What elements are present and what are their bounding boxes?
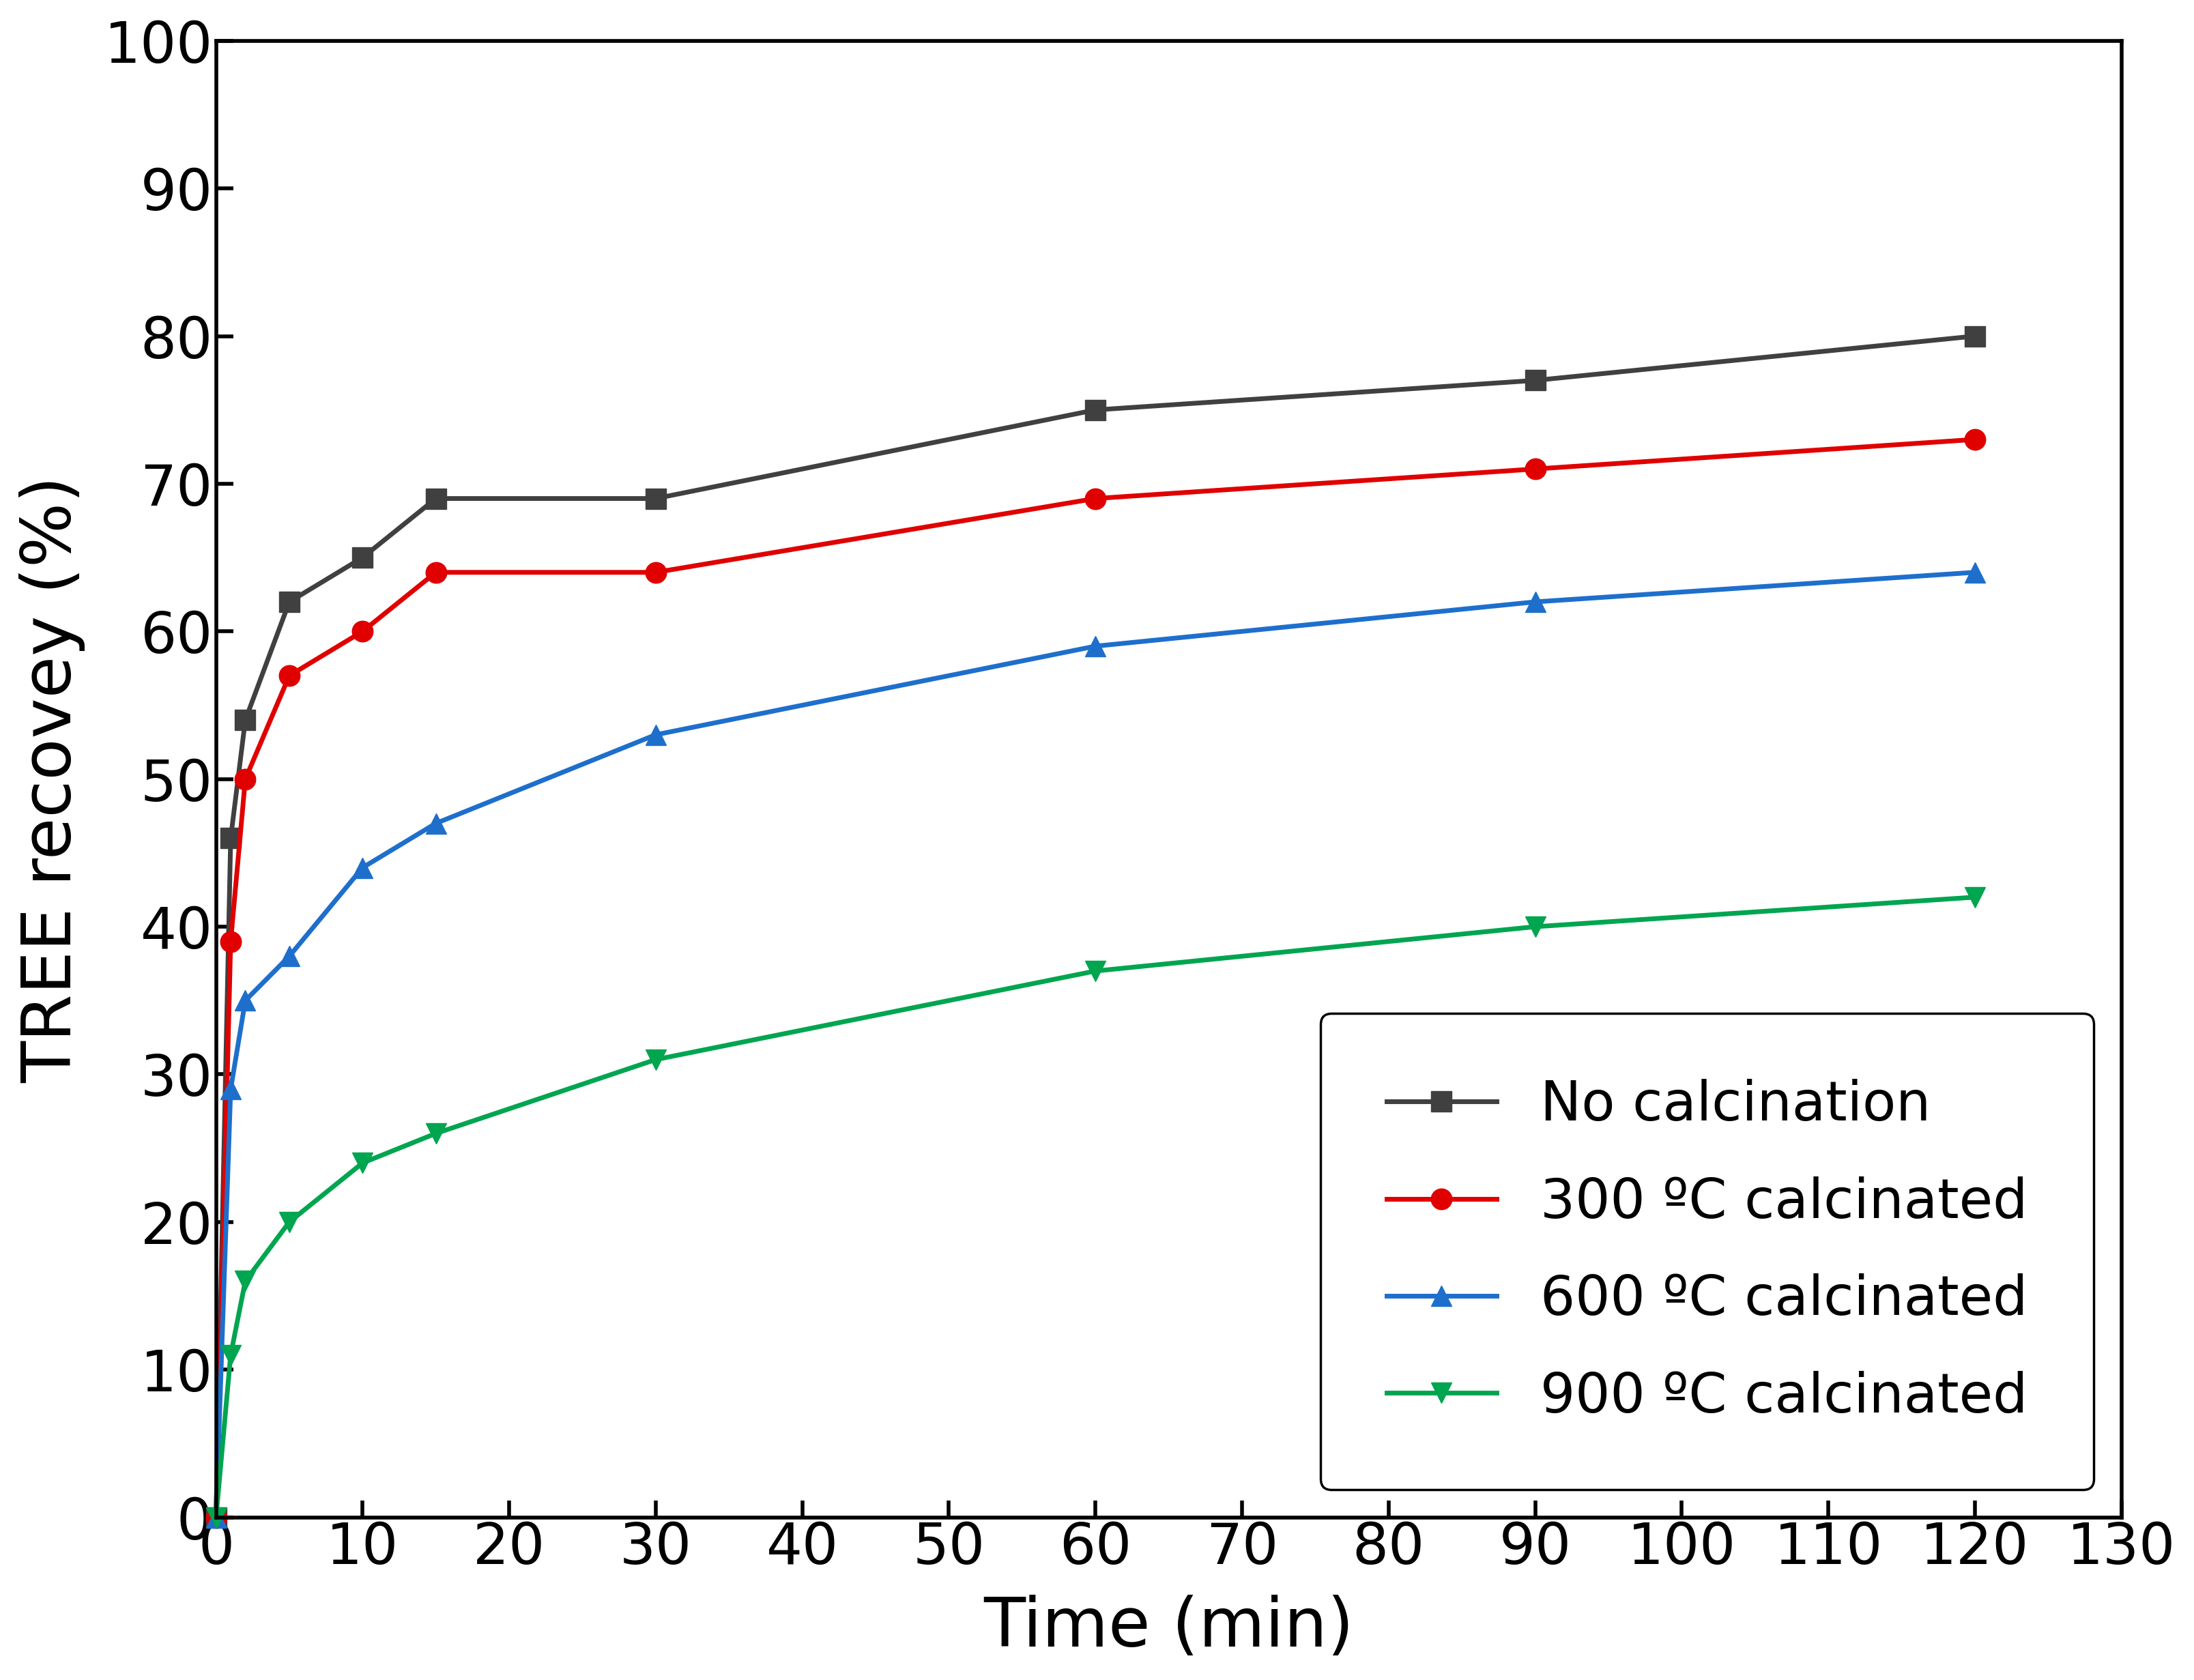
600 ºC calcinated bbox=[202, 1507, 228, 1527]
300 ºC calcinated bbox=[349, 622, 375, 642]
900 ºC calcinated bbox=[1520, 917, 1547, 937]
600 ºC calcinated bbox=[643, 724, 669, 744]
No calcination bbox=[1082, 400, 1108, 420]
300 ºC calcinated bbox=[643, 563, 669, 583]
900 ºC calcinated bbox=[217, 1344, 244, 1364]
600 ºC calcinated bbox=[233, 991, 259, 1011]
No calcination bbox=[217, 828, 244, 848]
Line: No calcination: No calcination bbox=[206, 326, 1986, 1527]
No calcination bbox=[233, 711, 259, 731]
300 ºC calcinated bbox=[202, 1507, 228, 1527]
600 ºC calcinated bbox=[1961, 563, 1988, 583]
No calcination bbox=[1961, 326, 1988, 346]
600 ºC calcinated bbox=[423, 813, 450, 833]
300 ºC calcinated bbox=[1082, 489, 1108, 509]
600 ºC calcinated bbox=[349, 857, 375, 877]
900 ºC calcinated bbox=[202, 1507, 228, 1527]
600 ºC calcinated bbox=[217, 1079, 244, 1099]
900 ºC calcinated bbox=[1961, 887, 1988, 907]
X-axis label: Time (min): Time (min) bbox=[983, 1594, 1354, 1662]
Y-axis label: TREE recovey (%): TREE recovey (%) bbox=[20, 475, 86, 1082]
No calcination bbox=[1520, 370, 1547, 390]
No calcination bbox=[423, 489, 450, 509]
No calcination bbox=[276, 591, 303, 612]
600 ºC calcinated bbox=[1082, 637, 1108, 657]
300 ºC calcinated bbox=[1520, 459, 1547, 479]
600 ºC calcinated bbox=[1520, 591, 1547, 612]
900 ºC calcinated bbox=[233, 1272, 259, 1292]
No calcination bbox=[643, 489, 669, 509]
Legend: No calcination, 300 ºC calcinated, 600 ºC calcinated, 900 ºC calcinated: No calcination, 300 ºC calcinated, 600 º… bbox=[1321, 1013, 2093, 1490]
900 ºC calcinated bbox=[1082, 961, 1108, 981]
300 ºC calcinated bbox=[217, 931, 244, 951]
Line: 600 ºC calcinated: 600 ºC calcinated bbox=[206, 561, 1986, 1527]
300 ºC calcinated bbox=[276, 665, 303, 685]
300 ºC calcinated bbox=[423, 563, 450, 583]
600 ºC calcinated bbox=[276, 946, 303, 966]
Line: 900 ºC calcinated: 900 ºC calcinated bbox=[206, 887, 1986, 1527]
900 ºC calcinated bbox=[349, 1152, 375, 1173]
900 ºC calcinated bbox=[276, 1211, 303, 1231]
300 ºC calcinated bbox=[1961, 430, 1988, 450]
900 ºC calcinated bbox=[423, 1124, 450, 1144]
300 ºC calcinated bbox=[233, 769, 259, 790]
No calcination bbox=[202, 1507, 228, 1527]
900 ºC calcinated bbox=[643, 1050, 669, 1070]
No calcination bbox=[349, 548, 375, 568]
Line: 300 ºC calcinated: 300 ºC calcinated bbox=[206, 428, 1986, 1527]
